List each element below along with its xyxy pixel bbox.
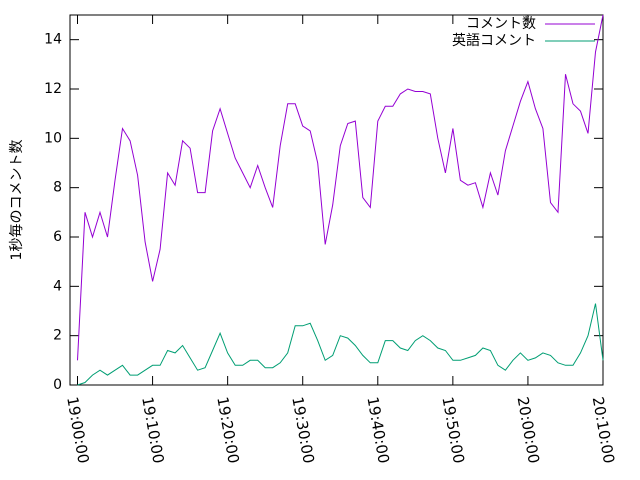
x-tick-label: 19:20:00 (213, 395, 242, 464)
y-tick-label: 6 (53, 229, 62, 245)
y-tick-label: 14 (44, 32, 62, 48)
plot-border (69, 14, 604, 386)
y-tick-label: 2 (53, 328, 62, 344)
y-tick-label: 4 (53, 278, 62, 294)
y-tick-label: 0 (53, 377, 62, 393)
legend-label: 英語コメント (452, 32, 536, 49)
y-tick-label: 12 (44, 81, 62, 97)
y-tick-label: 8 (53, 180, 62, 196)
data-line (77, 14, 604, 361)
x-tick-label: 19:50:00 (438, 395, 467, 464)
x-tick-label: 20:10:00 (589, 395, 618, 464)
legend-label: コメント数 (466, 16, 536, 32)
y-axis-label: 1秒毎のコメント数 (9, 140, 25, 261)
x-tick-label: 19:40:00 (363, 395, 392, 464)
x-tick-label: 19:10:00 (138, 395, 167, 464)
x-tick-label: 19:30:00 (288, 395, 317, 464)
y-tick-label: 10 (44, 130, 62, 146)
x-tick-label: 20:00:00 (514, 395, 543, 464)
x-tick-label: 19:00:00 (63, 395, 92, 464)
data-line (77, 303, 604, 386)
